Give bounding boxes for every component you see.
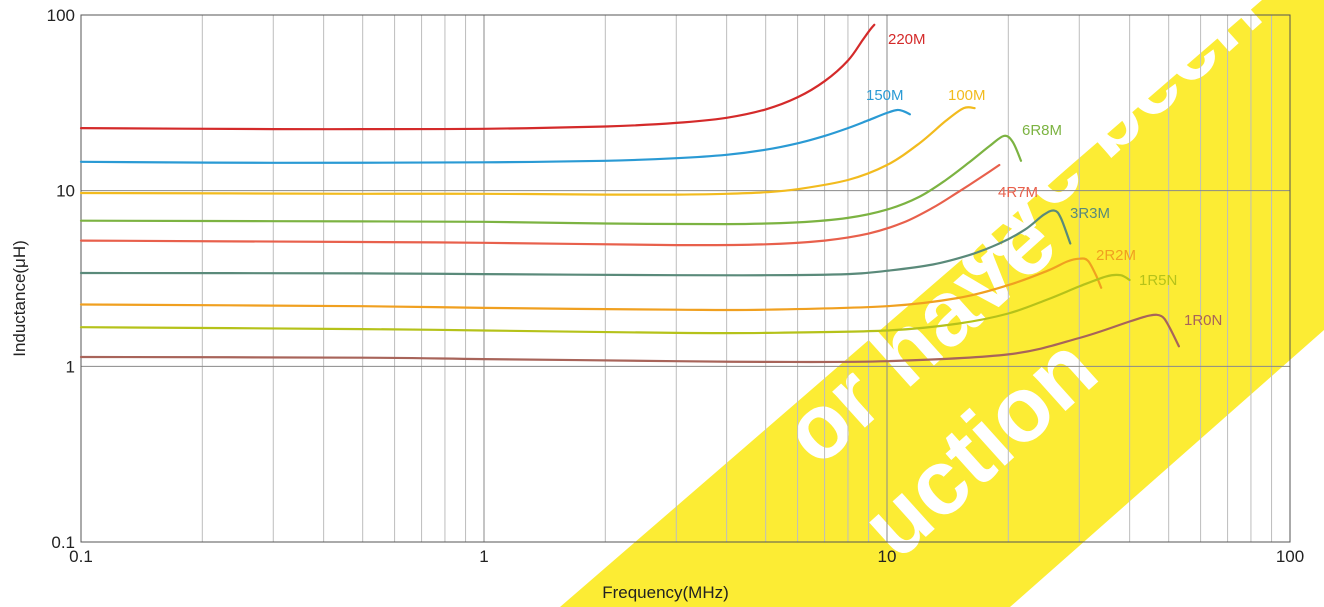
series-lines — [79, 23, 1180, 364]
x-tick-label: 10 — [878, 547, 897, 566]
x-tick-label: 100 — [1276, 547, 1304, 566]
series-line-1r0n — [79, 313, 1180, 364]
series-label-150m: 150M — [866, 87, 904, 104]
series-line-150m — [79, 108, 911, 164]
series-label-6r8m: 6R8M — [1022, 122, 1062, 139]
series-label-100m: 100M — [948, 87, 986, 104]
series-label-1r5n: 1R5N — [1139, 272, 1177, 289]
y-tick-label: 100 — [47, 6, 75, 25]
series-label-2r2m: 2R2M — [1096, 247, 1136, 264]
y-tick-labels: 0.1 1 10 100 — [47, 6, 75, 552]
watermark-stripe — [560, 0, 1324, 607]
series-line-1r5n — [79, 273, 1131, 335]
series-line-2r2m — [79, 257, 1103, 312]
y-tick-label: 10 — [56, 182, 75, 201]
series-label-220m: 220M — [888, 31, 926, 48]
x-tick-label: 0.1 — [69, 547, 93, 566]
series-line-3r3m — [79, 209, 1072, 277]
x-axis-title: Frequency(MHz) — [602, 583, 729, 602]
grid-minor — [201, 15, 1273, 542]
x-tick-label: 1 — [479, 547, 488, 566]
plot-frame — [80, 14, 1291, 543]
y-axis-title: Inductance(μH) — [10, 240, 29, 357]
series-label-4r7m: 4R7M — [998, 184, 1038, 201]
series-label-1r0n: 1R0N — [1184, 312, 1222, 329]
series-line-6r8m — [79, 134, 1023, 226]
grid-major — [81, 15, 1290, 542]
y-tick-label: 0.1 — [51, 533, 75, 552]
y-tick-label: 1 — [66, 357, 75, 376]
series-line-220m — [79, 23, 876, 131]
x-tick-labels: 0.1 1 10 100 — [69, 547, 1304, 566]
series-line-4r7m — [79, 163, 1001, 247]
series-label-3r3m: 3R3M — [1070, 205, 1110, 222]
series-line-100m — [79, 106, 976, 196]
